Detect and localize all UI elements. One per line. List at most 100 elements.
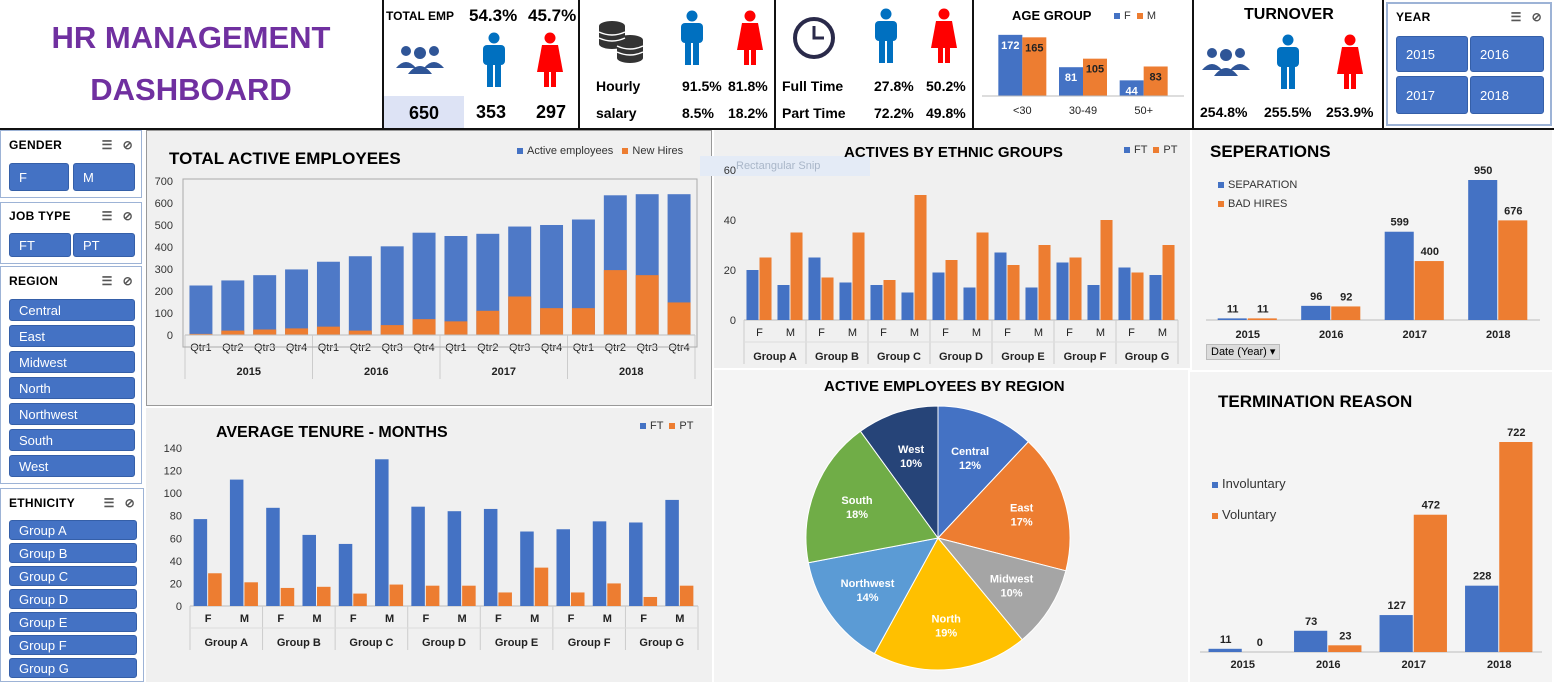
data-label: 11	[1227, 303, 1239, 315]
legend-voluntary: Voluntary	[1222, 507, 1277, 522]
ft-bar	[411, 506, 425, 606]
ft-bar	[777, 285, 790, 320]
job-type-pt-button[interactable]: PT	[73, 233, 135, 257]
y-tick-label: 40	[170, 556, 182, 568]
year-2015-button[interactable]: 2015	[1396, 36, 1468, 72]
ethnicity-group-d-button[interactable]: Group D	[9, 589, 137, 609]
x-tick-label: M	[1096, 327, 1105, 339]
separations-panel: SEPERATIONS SEPARATION BAD HIRES 11 11 201…	[1192, 130, 1552, 370]
ethnic-actives-legend: FT PT	[1124, 144, 1177, 156]
x-tick-label: 2015	[1231, 659, 1255, 671]
data-label: 722	[1507, 427, 1525, 439]
pt-bar	[462, 585, 476, 606]
y-tick-label: 100	[155, 308, 173, 320]
new-hires-bar	[285, 328, 309, 335]
region-south-button[interactable]: South	[9, 429, 135, 451]
job-type-ft-button[interactable]: FT	[9, 233, 71, 257]
people-group-icon	[1202, 48, 1250, 76]
date-year-filter[interactable]: Date (Year) ▾	[1206, 344, 1281, 360]
active-employees-bar	[667, 194, 691, 335]
total-emp-female-pct: 45.7%	[528, 6, 577, 25]
group-label: Group D	[939, 351, 983, 363]
multi-select-icon[interactable]: ☰	[101, 274, 113, 288]
ethnicity-group-c-button[interactable]: Group C	[9, 566, 137, 586]
data-label: 83	[1150, 71, 1162, 83]
active-employees-bar	[444, 236, 468, 335]
year-2018-button[interactable]: 2018	[1470, 76, 1544, 114]
pt-bar	[945, 260, 958, 320]
multi-select-icon[interactable]: ☰	[101, 138, 113, 152]
data-label: 127	[1387, 600, 1405, 612]
clear-filter-icon[interactable]: ⊘	[1531, 10, 1542, 24]
clear-filter-icon[interactable]: ⊘	[124, 496, 135, 510]
pt-bar	[498, 592, 512, 606]
people-group-icon	[396, 46, 444, 74]
new-hires-bar	[348, 330, 372, 335]
clear-filter-icon[interactable]: ⊘	[122, 274, 133, 288]
region-east-button[interactable]: East	[9, 325, 135, 347]
x-tick-label: F	[880, 327, 887, 339]
region-west-button[interactable]: West	[9, 455, 135, 477]
x-tick-label: Qtr3	[254, 342, 275, 354]
gender-slicer: GENDER ☰ ⊘ F M	[0, 130, 142, 198]
ethnicity-slicer-label: ETHNICITY	[9, 496, 76, 510]
ethnicity-group-g-button[interactable]: Group G	[9, 658, 137, 678]
gender-f-button[interactable]: F	[9, 163, 69, 191]
clear-filter-icon[interactable]: ⊘	[122, 138, 133, 152]
total-emp-female: 297	[536, 102, 567, 122]
year-2017-button[interactable]: 2017	[1396, 76, 1468, 114]
multi-select-icon[interactable]: ☰	[101, 209, 113, 223]
y-tick-label: 60	[170, 533, 182, 545]
region-northwest-button[interactable]: Northwest	[9, 403, 135, 425]
ethnicity-group-e-button[interactable]: Group E	[9, 612, 137, 632]
region-pie-chart: Central 12% East 17% Midwest 10% North 19% North…	[805, 405, 1071, 671]
total-active-panel[interactable]: TOTAL ACTIVE EMPLOYEES Active employees …	[146, 130, 712, 406]
legend-ft: FT	[1134, 144, 1148, 156]
gender-m-button[interactable]: M	[73, 163, 135, 191]
ft-bar	[1087, 285, 1100, 320]
ft-bar	[447, 511, 462, 606]
pt-bar	[1069, 257, 1082, 320]
gender-slicer-label: GENDER	[9, 138, 63, 152]
legend-active: Active employees	[527, 145, 614, 157]
time-row2-male: 72.2%	[874, 105, 914, 121]
pt-bar	[643, 596, 658, 606]
female-person-icon	[537, 32, 563, 87]
ethnicity-group-a-button[interactable]: Group A	[9, 520, 137, 540]
bad-hires-bar	[1247, 318, 1277, 320]
clear-filter-icon[interactable]: ⊘	[122, 209, 133, 223]
new-hires-bar	[667, 302, 691, 335]
ethnicity-group-b-button[interactable]: Group B	[9, 543, 137, 563]
y-tick-label: 0	[176, 601, 182, 613]
region-midwest-button[interactable]: Midwest	[9, 351, 135, 373]
x-tick-label: M	[458, 613, 467, 625]
x-tick-label: F	[205, 613, 212, 625]
involuntary-bar	[1465, 585, 1499, 652]
year-2016-button[interactable]: 2016	[1470, 36, 1544, 72]
multi-select-icon[interactable]: ☰	[1510, 10, 1522, 24]
region-central-button[interactable]: Central	[9, 299, 135, 321]
pay-row2-female: 18.2%	[728, 105, 768, 121]
slice-label: North	[932, 614, 962, 626]
region-pie-panel: ACTIVE EMPLOYEES BY REGION Central 12% Eas…	[714, 370, 1188, 682]
legend-pt: PT	[1163, 144, 1178, 156]
turnover-male: 255.5%	[1264, 104, 1312, 120]
ft-bar	[520, 531, 534, 606]
separation-bar	[1301, 305, 1331, 320]
ft-bar	[746, 270, 759, 320]
multi-select-icon[interactable]: ☰	[103, 496, 115, 510]
female-person-icon	[931, 8, 957, 63]
group-label: Group B	[277, 637, 321, 649]
ethnicity-group-f-button[interactable]: Group F	[9, 635, 137, 655]
region-north-button[interactable]: North	[9, 377, 135, 399]
legend-pt: PT	[679, 420, 694, 432]
ft-bar	[901, 292, 914, 320]
slice-label: Northwest	[841, 578, 895, 590]
separations-chart: 11 11 2015 96 92 2016 599 400 2017 950 676 2018	[1206, 165, 1540, 341]
region-slicer-label: REGION	[9, 274, 59, 288]
ft-bar	[629, 522, 643, 606]
separation-bar	[1384, 231, 1414, 320]
x-tick-label: M	[603, 613, 612, 625]
ft-bar	[1149, 275, 1162, 320]
data-label: 11	[1257, 303, 1269, 315]
